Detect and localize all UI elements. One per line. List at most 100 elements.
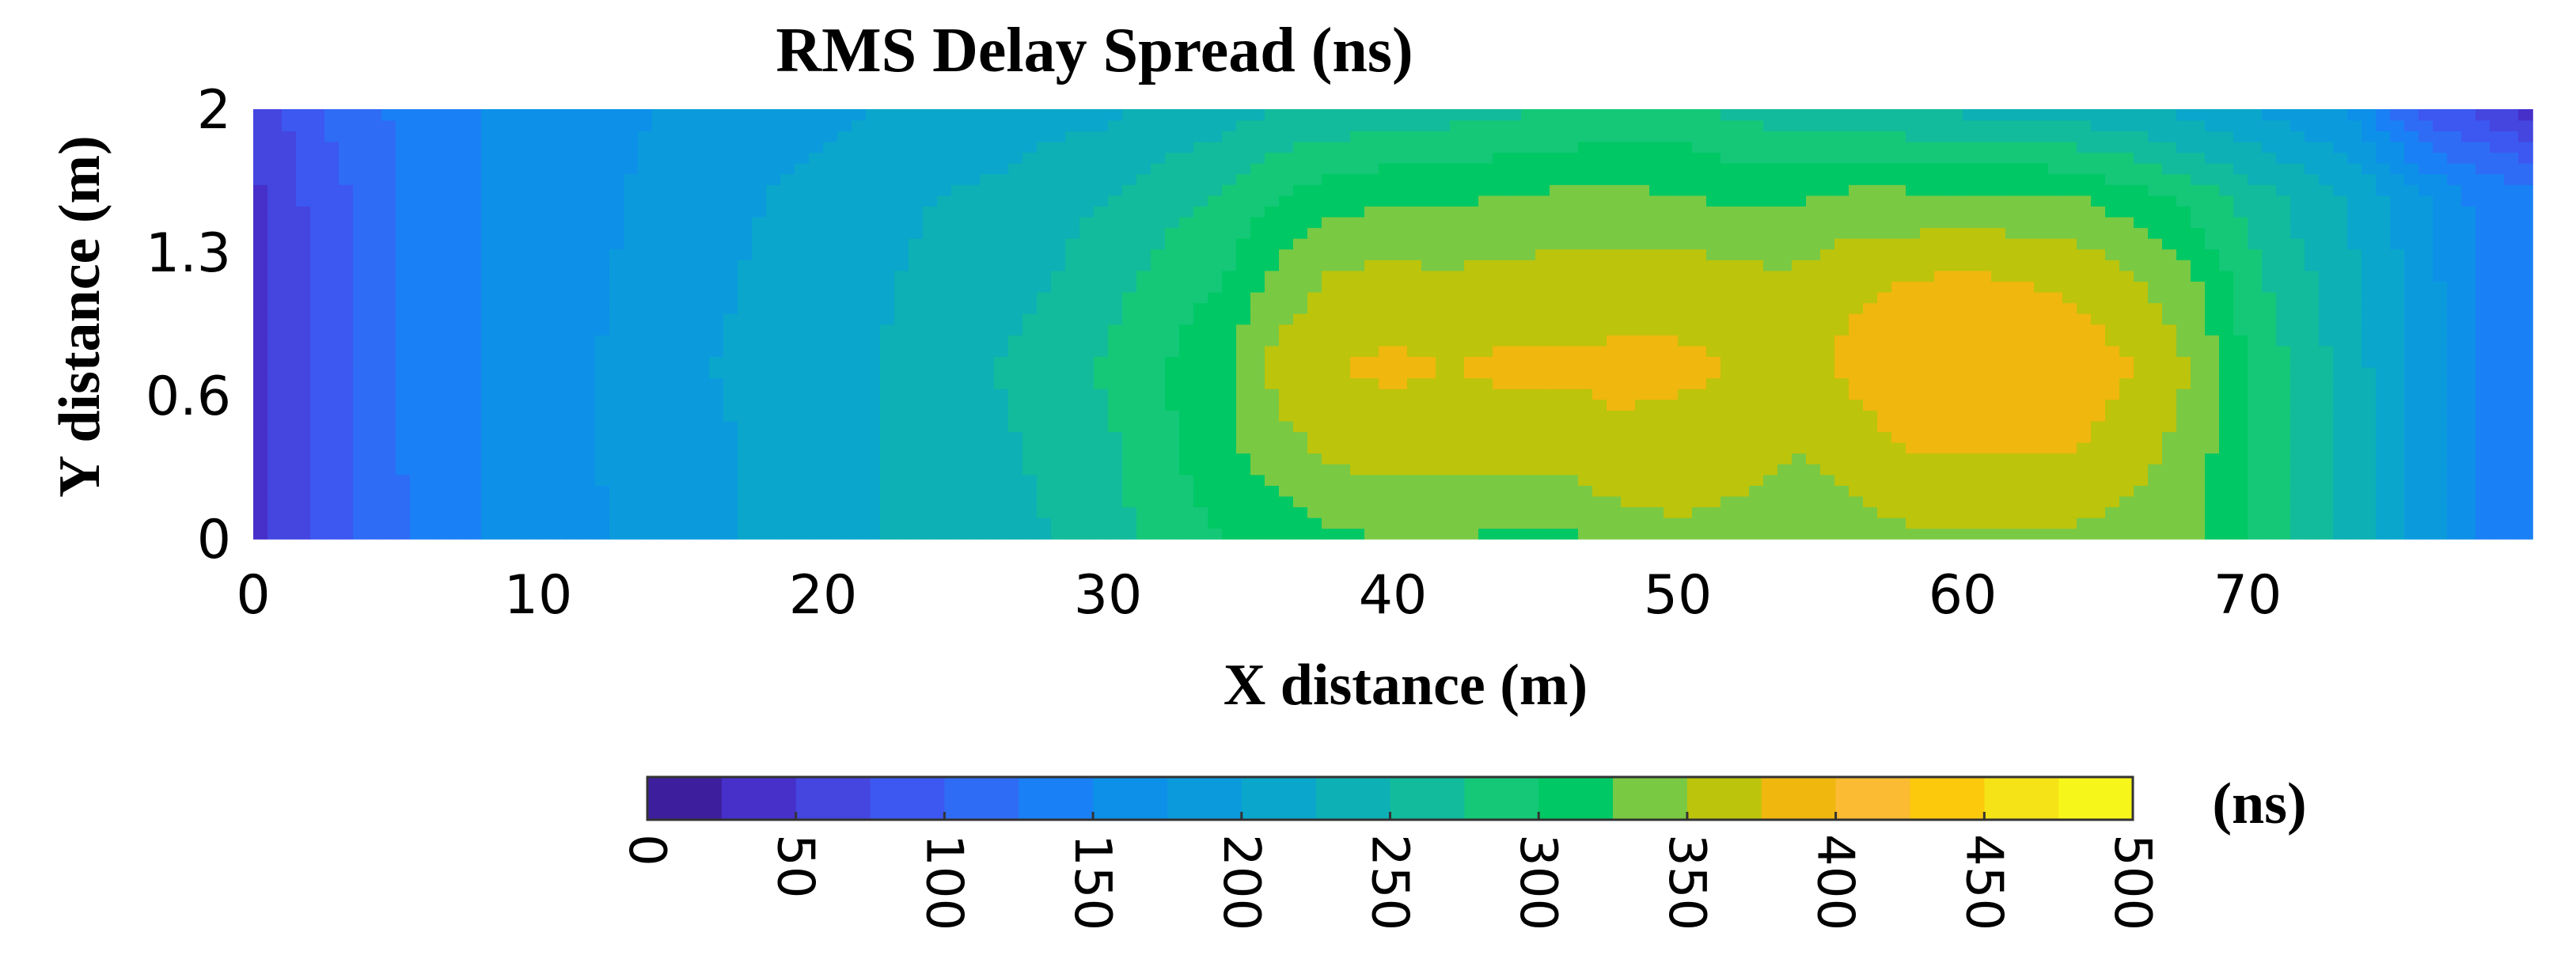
- heatmap-cell: [695, 420, 710, 433]
- heatmap-cell: [253, 399, 268, 411]
- heatmap-cell: [1393, 399, 1408, 411]
- heatmap-cell: [2034, 206, 2049, 218]
- heatmap-cell: [2233, 420, 2248, 433]
- heatmap-cell: [795, 420, 810, 433]
- heatmap-cell: [894, 281, 909, 293]
- heatmap-cell: [2518, 260, 2533, 271]
- heatmap-cell: [2191, 291, 2206, 304]
- heatmap-cell: [1393, 506, 1408, 518]
- heatmap-cell: [681, 399, 696, 411]
- heatmap-cell: [994, 345, 1009, 358]
- heatmap-cell: [809, 248, 824, 260]
- heatmap-cell: [638, 335, 653, 347]
- heatmap-cell: [1008, 377, 1023, 389]
- heatmap-cell: [2091, 506, 2106, 518]
- heatmap-cell: [738, 324, 753, 335]
- heatmap-cell: [1607, 474, 1622, 486]
- heatmap-cell: [1777, 453, 1793, 464]
- heatmap-cell: [1307, 356, 1322, 368]
- heatmap-cell: [1236, 248, 1251, 260]
- heatmap-cell: [823, 517, 838, 529]
- heatmap-cell: [1436, 281, 1451, 293]
- heatmap-cell: [2319, 335, 2334, 347]
- heatmap-cell: [2262, 377, 2277, 389]
- heatmap-cell: [1749, 517, 1764, 529]
- heatmap-cell: [866, 399, 881, 411]
- heatmap-cell: [1763, 517, 1778, 529]
- heatmap-cell: [2162, 453, 2177, 464]
- heatmap-cell: [2347, 313, 2362, 325]
- heatmap-cell: [2091, 227, 2106, 239]
- heatmap-cell: [723, 399, 738, 411]
- heatmap-cell: [1136, 324, 1151, 335]
- heatmap-cell: [1507, 227, 1522, 239]
- heatmap-cell: [396, 463, 411, 476]
- heatmap-cell: [2447, 216, 2462, 229]
- heatmap-cell: [738, 506, 753, 518]
- heatmap-cell: [809, 281, 824, 293]
- heatmap-cell: [353, 270, 368, 282]
- heatmap-cell: [2248, 388, 2263, 400]
- heatmap-cell: [880, 260, 895, 271]
- heatmap-cell: [481, 495, 496, 508]
- heatmap-cell: [1079, 517, 1095, 529]
- heatmap-cell: [467, 248, 482, 260]
- heatmap-cell: [1407, 206, 1422, 218]
- heatmap-cell: [1678, 237, 1693, 250]
- heatmap-cell: [296, 216, 311, 229]
- heatmap-cell: [1079, 410, 1095, 422]
- heatmap-cell: [652, 463, 667, 476]
- heatmap-cell: [2191, 345, 2206, 358]
- heatmap-cell: [1678, 260, 1693, 271]
- heatmap-cell: [2048, 313, 2063, 325]
- heatmap-cell: [1621, 270, 1636, 282]
- heatmap-cell: [880, 313, 895, 325]
- heatmap-cell: [381, 237, 396, 250]
- heatmap-cell: [1635, 356, 1650, 368]
- heatmap-cell: [2419, 388, 2434, 400]
- heatmap-cell: [852, 517, 867, 529]
- heatmap-cell: [1393, 313, 1408, 325]
- heatmap-cell: [396, 517, 411, 529]
- heatmap-cell: [481, 206, 496, 218]
- heatmap-cell: [1977, 281, 1992, 293]
- heatmap-cell: [2419, 302, 2434, 314]
- heatmap-cell: [1564, 399, 1579, 411]
- heatmap-cell: [1934, 324, 1949, 335]
- heatmap-cell: [495, 506, 510, 518]
- heatmap-cell: [1820, 281, 1835, 293]
- heatmap-cell: [2191, 463, 2206, 476]
- heatmap-cell: [1364, 474, 1379, 486]
- heatmap-cell: [353, 506, 368, 518]
- heatmap-cell: [652, 495, 667, 508]
- heatmap-cell: [1649, 237, 1664, 250]
- heatmap-cell: [1379, 345, 1394, 358]
- heatmap-cell: [1806, 528, 1821, 540]
- heatmap-cell: [467, 302, 482, 314]
- heatmap-cell: [1364, 270, 1379, 282]
- heatmap-cell: [2105, 227, 2120, 239]
- heatmap-cell: [1293, 281, 1308, 293]
- heatmap-cell: [609, 453, 624, 464]
- heatmap-cell: [880, 356, 895, 368]
- heatmap-cell: [1065, 410, 1080, 422]
- heatmap-cell: [2518, 463, 2533, 476]
- heatmap-cell: [2148, 270, 2163, 282]
- heatmap-cell: [2191, 474, 2206, 486]
- heatmap-cell: [2176, 270, 2191, 282]
- heatmap-cell: [1037, 506, 1052, 518]
- heatmap-cell: [324, 302, 340, 314]
- heatmap-cell: [2219, 463, 2234, 476]
- heatmap-cell: [2176, 335, 2191, 347]
- heatmap-cell: [481, 216, 496, 229]
- heatmap-cell: [1906, 324, 1921, 335]
- heatmap-cell: [994, 313, 1009, 325]
- heatmap-cell: [1820, 216, 1835, 229]
- heatmap-cell: [1521, 281, 1536, 293]
- heatmap-cell: [1322, 485, 1337, 497]
- heatmap-cell: [866, 248, 881, 260]
- heatmap-cell: [2504, 485, 2519, 497]
- heatmap-cell: [1607, 206, 1622, 218]
- heatmap-cell: [2404, 302, 2419, 314]
- heatmap-cell: [2333, 495, 2348, 508]
